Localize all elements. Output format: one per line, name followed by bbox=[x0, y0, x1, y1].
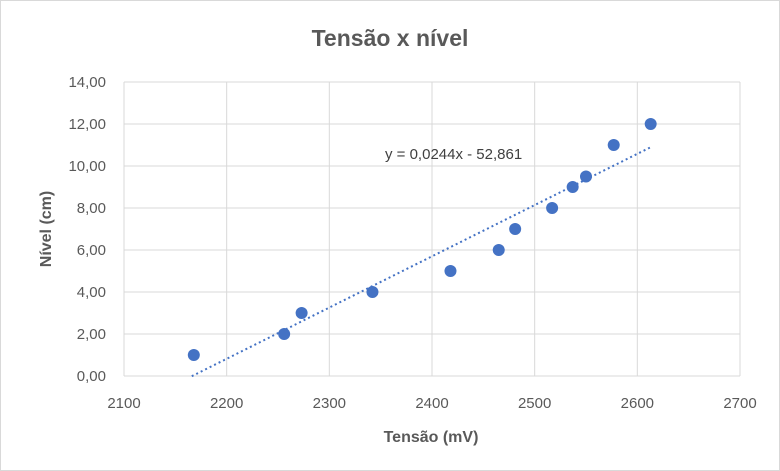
x-tick-label: 2500 bbox=[518, 395, 551, 412]
y-tick-label: 0,00 bbox=[77, 368, 106, 385]
x-tick-label: 2300 bbox=[313, 395, 346, 412]
data-point bbox=[546, 202, 559, 214]
data-point bbox=[509, 223, 522, 235]
x-axis-ticks: 2100 2200 2300 2400 2500 2600 2700 bbox=[107, 395, 756, 412]
chart-title: Tensão x nível bbox=[312, 25, 469, 51]
y-axis-ticks: 0,00 2,00 4,00 6,00 8,00 10,00 12,00 14,00 bbox=[68, 74, 106, 385]
y-tick-label: 2,00 bbox=[77, 326, 106, 343]
y-tick-label: 6,00 bbox=[77, 242, 106, 259]
data-points bbox=[187, 118, 657, 361]
x-tick-label: 2600 bbox=[621, 395, 654, 412]
y-axis-title: Nível (cm) bbox=[38, 191, 55, 267]
trendline-equation: y = 0,0244x - 52,861 bbox=[385, 146, 522, 163]
x-tick-label: 2700 bbox=[723, 395, 756, 412]
data-point bbox=[366, 286, 379, 298]
data-point bbox=[566, 181, 579, 193]
data-point bbox=[644, 118, 657, 130]
x-axis-title: Tensão (mV) bbox=[384, 429, 479, 446]
data-point bbox=[492, 244, 505, 256]
trendline-group bbox=[191, 146, 652, 378]
data-point bbox=[295, 307, 308, 319]
y-tick-label: 12,00 bbox=[68, 116, 106, 133]
data-point bbox=[278, 328, 291, 340]
data-point bbox=[607, 139, 620, 151]
data-point bbox=[580, 170, 592, 183]
y-tick-label: 14,00 bbox=[68, 74, 106, 91]
trendline bbox=[191, 146, 652, 378]
y-tick-label: 10,00 bbox=[68, 158, 106, 175]
x-tick-label: 2100 bbox=[107, 395, 140, 412]
data-point bbox=[187, 349, 200, 361]
y-tick-label: 8,00 bbox=[77, 200, 106, 217]
gridlines bbox=[123, 81, 741, 377]
x-tick-label: 2400 bbox=[415, 395, 448, 412]
x-tick-label: 2200 bbox=[210, 395, 243, 412]
data-point bbox=[444, 265, 457, 277]
y-tick-label: 4,00 bbox=[77, 284, 106, 301]
